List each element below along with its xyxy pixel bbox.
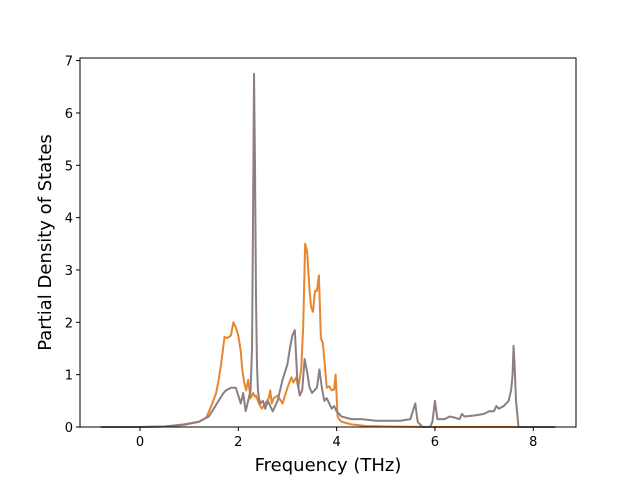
x-axis-label: Frequency (THz): [255, 455, 402, 476]
x-tick-label: 0: [136, 435, 144, 450]
y-tick-label: 2: [65, 316, 73, 331]
y-tick-label: 0: [65, 421, 73, 436]
y-tick-label: 4: [65, 212, 73, 227]
y-tick-label: 7: [65, 55, 73, 70]
x-tick-label: 4: [332, 435, 340, 450]
x-axis-ticks: 0 2 4 6 8: [136, 427, 537, 450]
y-tick-label: 3: [65, 264, 73, 279]
x-tick-label: 6: [431, 435, 439, 450]
series-line-0: [100, 242, 520, 428]
plot-lines: [100, 72, 556, 428]
x-tick-label: 2: [234, 435, 242, 450]
plot-frame: [79, 57, 577, 428]
y-axis-ticks: 0 1 2 3 4 5 6 7: [65, 55, 80, 436]
x-tick-label: 8: [529, 435, 537, 450]
y-axis-label: Partial Density of States: [35, 134, 56, 351]
series-line-1: [100, 72, 556, 428]
y-tick-label: 1: [65, 369, 73, 384]
y-tick-label: 6: [65, 107, 73, 122]
y-tick-label: 5: [65, 159, 73, 174]
